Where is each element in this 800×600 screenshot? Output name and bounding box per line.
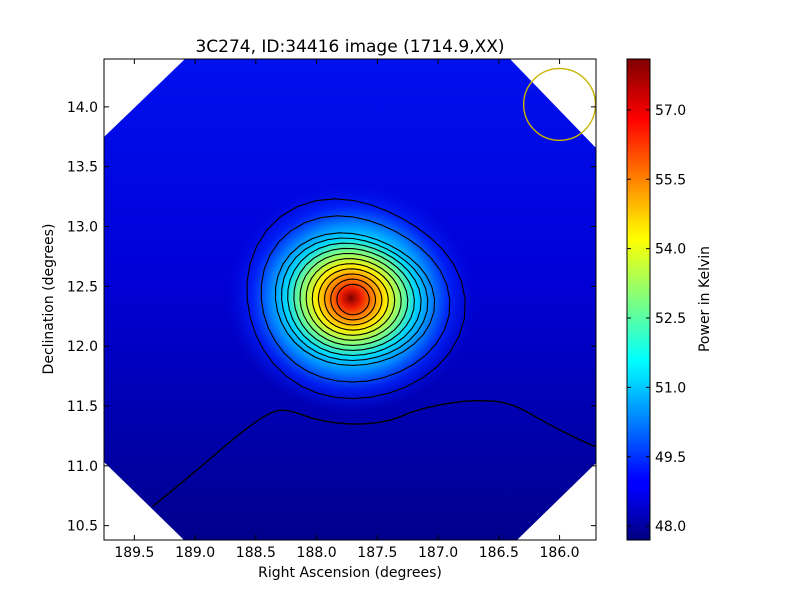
- x-axis-label: Right Ascension (degrees): [258, 565, 442, 581]
- x-tick-label: 187.5: [357, 545, 397, 561]
- colorbar-gradient-bar: [626, 58, 651, 541]
- y-tick-label: 13.0: [67, 220, 98, 236]
- colorbar-tick-label: 48.0: [655, 519, 686, 535]
- contour-line: [317, 268, 389, 331]
- contour-line: [274, 232, 436, 366]
- contour-line: [311, 263, 396, 336]
- colorbar-ticks: 48.0 49.5 51.0 52.5 54.0 55.5 57.0: [627, 103, 686, 535]
- x-axis-ticks: 189.5 189.0 188.5 188.0 187.5 187.0 186.5 186.0: [114, 59, 580, 561]
- colorbar-tick-label: 51.0: [655, 380, 686, 396]
- x-tick-label: 189.0: [175, 545, 215, 561]
- y-tick-label: 13.5: [67, 160, 98, 176]
- contour-line: [293, 247, 415, 351]
- colorbar: 48.0 49.5 51.0 52.5 54.0 55.5 57.0 Power in Ke…: [626, 58, 713, 541]
- contour-line: [246, 198, 466, 400]
- x-tick-label: 189.5: [114, 545, 154, 561]
- colorbar-tick-label: 49.5: [655, 450, 686, 466]
- y-tick-label: 12.5: [67, 279, 98, 295]
- plot-frame: [103, 58, 597, 541]
- plot-area: 189.5 189.0 188.5 188.0 187.5 187.0 186.5 186.0…: [67, 58, 597, 561]
- contour-line: [299, 252, 409, 346]
- colorbar-tick-label: 54.0: [655, 242, 686, 258]
- colorbar-tick-label: 52.5: [655, 311, 686, 327]
- colorbar-label: Power in Kelvin: [697, 246, 713, 352]
- contour-line: [330, 278, 377, 321]
- beam-circle: [522, 67, 596, 142]
- colorbar-tick-label: 55.5: [655, 172, 686, 188]
- colorbar-tick-label: 57.0: [655, 103, 686, 119]
- y-tick-label: 14.0: [67, 100, 98, 116]
- y-tick-label: 11.0: [67, 459, 98, 475]
- y-tick-label: 10.5: [67, 519, 98, 535]
- x-tick-label: 188.5: [236, 545, 276, 561]
- contour-line: [287, 242, 422, 357]
- x-tick-label: 188.0: [297, 545, 337, 561]
- contour-line: [324, 273, 383, 326]
- contour-line: [336, 283, 370, 316]
- y-tick-label: 12.0: [67, 339, 98, 355]
- contour-lines: [246, 198, 466, 400]
- low-contour-line: [152, 400, 596, 508]
- contour-line: [305, 258, 402, 341]
- y-axis-label: Declination (degrees): [41, 224, 57, 375]
- source-emission: [226, 183, 476, 413]
- chart-title: 3C274, ID:34416 image (1714.9,XX): [195, 37, 504, 57]
- contour-line: [281, 237, 429, 362]
- x-tick-label: 187.0: [418, 545, 458, 561]
- x-tick-label: 186.0: [540, 545, 580, 561]
- x-tick-label: 186.5: [479, 545, 519, 561]
- y-axis-ticks: 10.5 11.0 11.5 12.0 12.5 13.0 13.5 14.0: [67, 100, 596, 535]
- y-tick-label: 11.5: [67, 399, 98, 415]
- contour-line: [260, 215, 451, 383]
